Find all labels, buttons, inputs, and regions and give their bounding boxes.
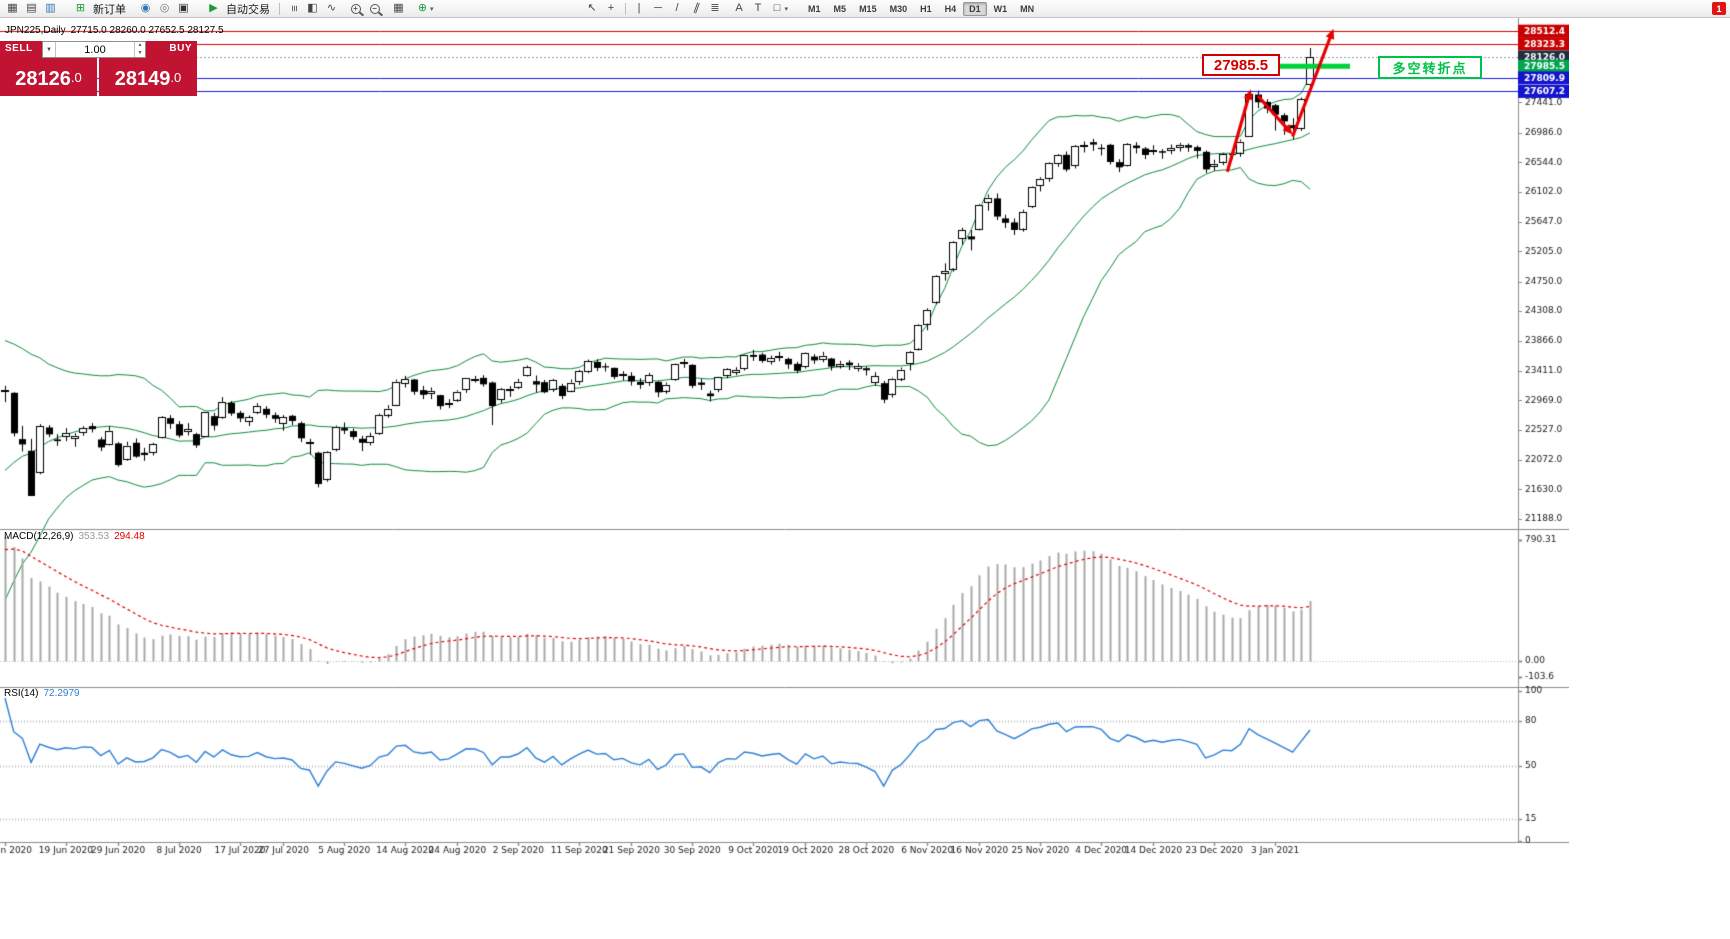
autotrading-label: 自动交易 bbox=[226, 3, 270, 16]
new-chart-icon[interactable]: ▦ bbox=[7, 2, 18, 14]
rsi-name: RSI(14) bbox=[4, 688, 39, 699]
chart-symbol-period: JPN225,Daily bbox=[5, 25, 66, 36]
rsi-indicator-label: RSI(14) 72.2979 bbox=[4, 688, 80, 699]
volume-down-icon[interactable]: ▼ bbox=[137, 49, 143, 56]
volume-control: ▼ ▲ ▼ bbox=[42, 41, 146, 58]
new-order-icon: ⊞ bbox=[75, 2, 86, 14]
shapes-tool-icon[interactable]: □ bbox=[773, 2, 781, 14]
zoom-in-icon[interactable]: + bbox=[347, 1, 364, 16]
navigator-icon[interactable]: ▣ bbox=[178, 2, 189, 14]
chart-ohlc-header: JPN225,Daily 27715.0 28260.0 27652.5 2812… bbox=[5, 25, 224, 36]
trendline-icon[interactable]: / bbox=[675, 2, 679, 14]
candlestick-chart-icon[interactable]: ◧ bbox=[307, 2, 318, 14]
chart-window: JPN225,Daily 27715.0 28260.0 27652.5 2812… bbox=[0, 18, 1569, 939]
rsi-value: 72.2979 bbox=[43, 688, 80, 699]
timeframe-button-h4[interactable]: H4 bbox=[944, 3, 957, 14]
buy-price: 28149.0 bbox=[99, 68, 197, 91]
one-click-trading-panel: SELL 28126.0 BUY 28149.0 ▼ ▲ ▼ bbox=[0, 41, 197, 96]
chart-profiles-icon[interactable]: ▤ bbox=[26, 2, 37, 14]
volume-input[interactable] bbox=[56, 42, 134, 57]
timeframe-button-mn[interactable]: MN bbox=[1020, 3, 1035, 14]
line-chart-icon[interactable]: ∿ bbox=[326, 2, 337, 14]
volume-spinner: ▲ ▼ bbox=[134, 42, 145, 57]
toolbar-separator bbox=[624, 2, 626, 15]
timeframe-button-d1[interactable]: D1 bbox=[963, 1, 987, 16]
tile-windows-icon[interactable]: ▦ bbox=[393, 2, 404, 14]
timeframe-button-m1[interactable]: M1 bbox=[808, 3, 821, 14]
autotrading-play-icon: ▶ bbox=[209, 2, 218, 14]
charts-cycle-icon[interactable]: ◉ bbox=[140, 2, 151, 14]
new-order-label: 新订单 bbox=[93, 3, 126, 16]
sell-price-main: 28126 bbox=[15, 68, 71, 90]
volume-up-icon[interactable]: ▲ bbox=[137, 42, 143, 48]
zoom-in-glyph: + bbox=[350, 3, 361, 14]
fibonacci-icon[interactable]: ≣ bbox=[710, 2, 720, 14]
channel-icon[interactable]: ∥ bbox=[691, 1, 701, 15]
zoom-out-glyph: − bbox=[369, 3, 380, 14]
text-tool-icon[interactable]: A bbox=[735, 2, 743, 14]
price-chart-canvas[interactable] bbox=[0, 18, 1569, 939]
macd-signal-value: 294.48 bbox=[114, 531, 145, 542]
vertical-line-icon[interactable]: | bbox=[637, 2, 641, 14]
timeframe-button-m30[interactable]: M30 bbox=[889, 3, 908, 14]
toolbar-separator bbox=[279, 2, 280, 15]
data-window-icon[interactable]: ◎ bbox=[159, 2, 170, 14]
buy-price-decimal: .0 bbox=[170, 70, 182, 85]
timeframe-group: M1 M5 M15 M30 H1 H4 D1 W1 MN bbox=[802, 1, 1040, 16]
volume-dropdown-icon[interactable]: ▼ bbox=[43, 42, 56, 57]
buy-label: BUY bbox=[169, 43, 192, 54]
new-order-button[interactable]: ⊞ 新订单 bbox=[66, 1, 131, 16]
macd-indicator-label: MACD(12,26,9) 353.53 294.48 bbox=[4, 531, 145, 542]
turning-point-label[interactable]: 多空转折点 bbox=[1378, 56, 1482, 79]
bar-chart-icon[interactable]: ≡ bbox=[288, 5, 300, 12]
cursor-icon[interactable]: ↖ bbox=[587, 2, 597, 14]
crosshair-icon[interactable]: + bbox=[607, 2, 615, 14]
indicators-icon[interactable]: ⊕ bbox=[417, 2, 428, 14]
timeframe-button-m15[interactable]: M15 bbox=[859, 3, 877, 14]
sell-label: SELL bbox=[5, 43, 33, 54]
horizontal-line-icon[interactable]: ─ bbox=[654, 2, 662, 14]
zoom-out-icon[interactable]: − bbox=[366, 1, 383, 16]
main-toolbar: ▦ ▤ ▥ ⊞ 新订单 ◉ ◎ ▣ ▶ 自动交易 ≡ ◧ ∿ + − ▦ ⊕ ▾… bbox=[0, 0, 1730, 18]
timeframe-button-w1[interactable]: W1 bbox=[993, 3, 1008, 14]
indicators-caret-icon[interactable]: ▾ bbox=[430, 5, 434, 13]
sell-price: 28126.0 bbox=[0, 68, 97, 91]
buy-price-main: 28149 bbox=[114, 68, 171, 90]
notification-badge[interactable]: 1 bbox=[1712, 2, 1726, 15]
price-callout[interactable]: 27985.5 bbox=[1202, 54, 1280, 76]
sell-price-decimal: .0 bbox=[70, 70, 82, 85]
autotrading-button[interactable]: ▶ 自动交易 bbox=[199, 1, 275, 16]
timeframe-button-m5[interactable]: M5 bbox=[833, 3, 847, 14]
shapes-caret-icon[interactable]: ▾ bbox=[784, 5, 789, 13]
market-watch-icon[interactable]: ▥ bbox=[45, 2, 56, 14]
macd-name: MACD(12,26,9) bbox=[4, 531, 74, 542]
timeframe-button-h1[interactable]: H1 bbox=[920, 3, 932, 14]
macd-main-value: 353.53 bbox=[78, 531, 110, 542]
chart-ohlc-values: 27715.0 28260.0 27652.5 28127.5 bbox=[70, 25, 224, 36]
label-tool-icon[interactable]: T bbox=[754, 2, 762, 14]
